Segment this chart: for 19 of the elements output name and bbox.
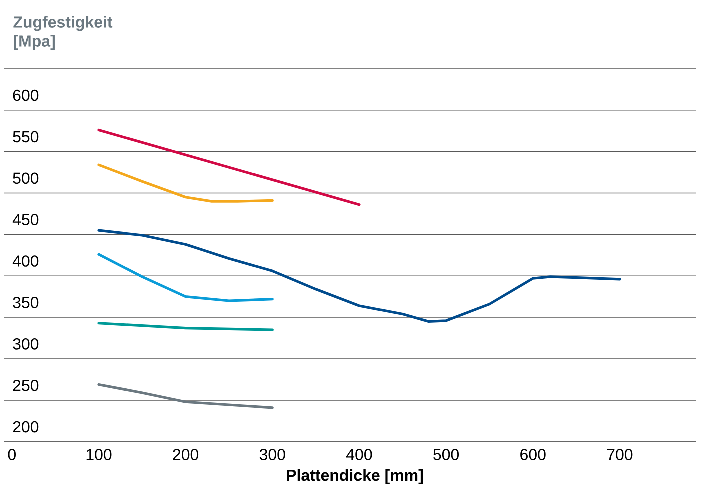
y-tick-label: 350: [13, 297, 39, 308]
y-tick-label: 500: [13, 172, 39, 184]
y-tick-label: 450: [12, 214, 39, 226]
x-tick-label: 500: [434, 449, 460, 460]
x-tick-label: 400: [346, 449, 372, 460]
x-tick-label: 100: [86, 449, 112, 460]
y-tick-label: 300: [13, 338, 39, 350]
y-tick-label: 600: [13, 90, 39, 102]
y-axis-title: Zugfestigkeit [Mpa]: [14, 16, 113, 50]
y-tick-label: 200: [13, 421, 39, 433]
x-tick-label: 700: [607, 449, 633, 460]
y-tick-label: 250: [13, 380, 39, 392]
x-tick-label: 0: [8, 449, 16, 460]
x-tick-label: 300: [260, 449, 286, 460]
y-tick-label: 550: [13, 131, 39, 143]
x-tick-label: 200: [173, 449, 199, 460]
x-axis-title: Plattendicke [mm]: [287, 469, 423, 484]
x-tick-label: 600: [520, 449, 546, 460]
y-tick-label: 400: [12, 256, 39, 267]
